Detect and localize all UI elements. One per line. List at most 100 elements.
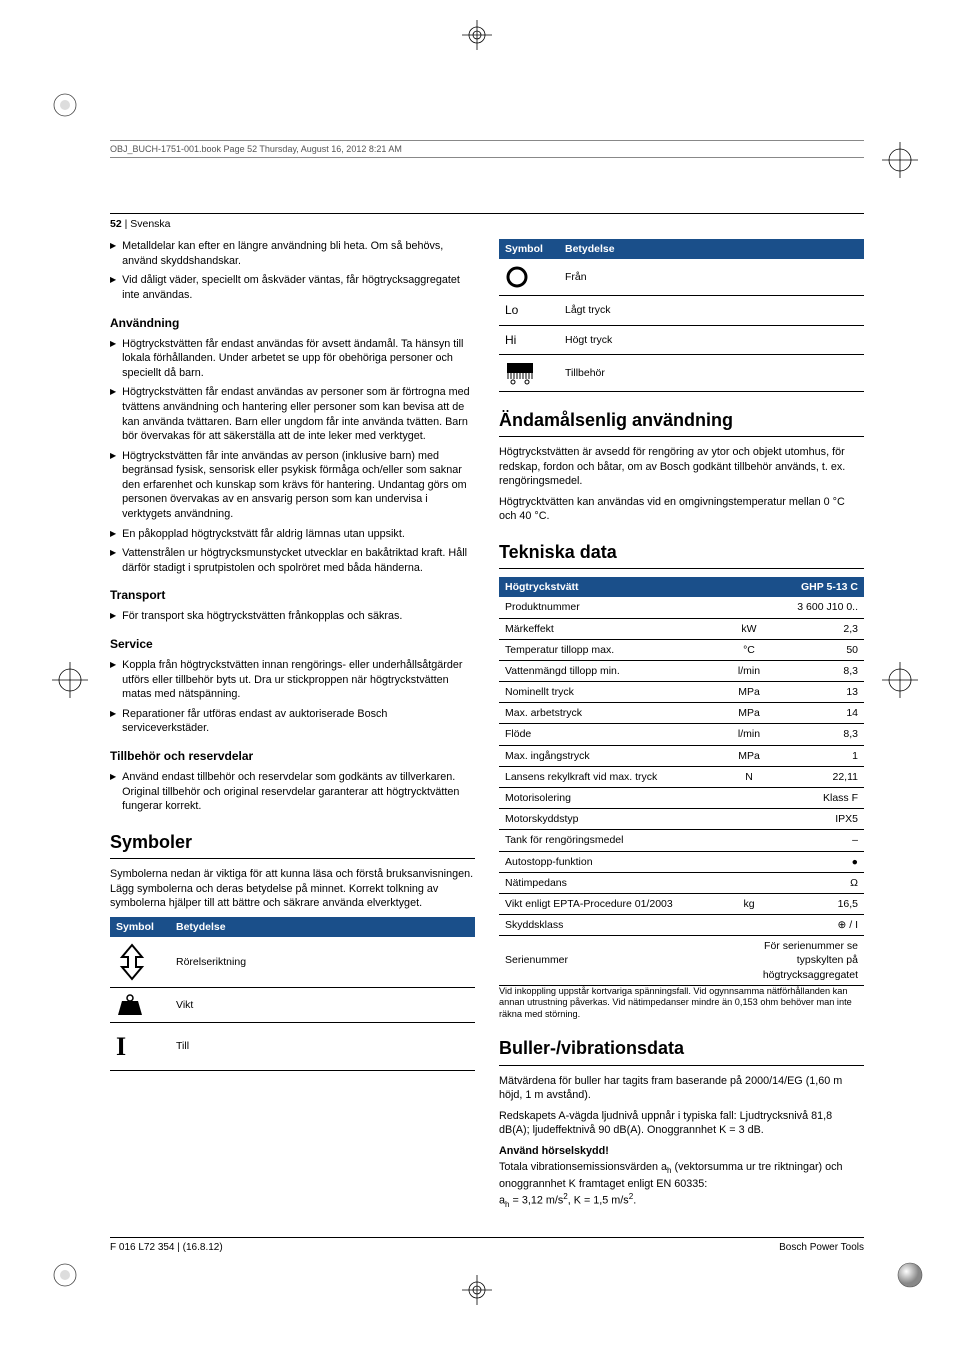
table-row: Nominellt tryckMPa13 xyxy=(499,682,864,703)
tech-value: Klass F xyxy=(774,787,864,808)
tech-key: Motorisolering xyxy=(499,787,724,808)
tech-key: Märkeffekt xyxy=(499,618,724,639)
list-item: Använd endast tillbehör och reservdelar … xyxy=(110,770,475,814)
symbol-icon-cell: Hi xyxy=(499,325,559,354)
tech-value: 8,3 xyxy=(774,724,864,745)
list-item: Koppla från högtryckstvätten innan rengö… xyxy=(110,658,475,702)
tech-value: Ω xyxy=(774,872,864,893)
bullet-list: För transport ska högtryckstvätten frånk… xyxy=(110,609,475,624)
noise-p2: Redskapets A-vägda ljudnivå uppnår i typ… xyxy=(499,1109,864,1138)
th-symbol: Symbol xyxy=(110,917,170,937)
table-row: ITill xyxy=(110,1022,475,1070)
tech-key: Lansens rekylkraft vid max. tryck xyxy=(499,766,724,787)
tech-value: 13 xyxy=(774,682,864,703)
table-row: Produktnummer3 600 J10 0.. xyxy=(499,597,864,618)
tech-value: 22,11 xyxy=(774,766,864,787)
tech-unit: MPa xyxy=(724,703,774,724)
page-footer: F 016 L72 354 | (16.8.12) Bosch Power To… xyxy=(110,1237,864,1255)
body-paragraph: Högtrycktvätten kan användas vid en omgi… xyxy=(499,495,864,524)
right-column: Symbol Betydelse FrånLoLågt tryckHiHögt … xyxy=(499,239,864,1216)
table-row: Lansens rekylkraft vid max. tryckN22,11 xyxy=(499,766,864,787)
tech-unit xyxy=(724,597,774,618)
table-row: Från xyxy=(499,259,864,296)
table-row: HiHögt tryck xyxy=(499,325,864,354)
symbol-icon-cell: Lo xyxy=(499,296,559,325)
tech-value: För serienummer se typskylten på högtryc… xyxy=(724,936,864,986)
page-number: 52 xyxy=(110,218,122,230)
tech-key: Tank för rengöringsmedel xyxy=(499,830,724,851)
table-row: Motorisolering Klass F xyxy=(499,787,864,808)
tech-key: Temperatur tillopp max. xyxy=(499,639,724,660)
tech-value: ⊕ / I xyxy=(774,915,864,936)
heading-noise: Buller-/vibrationsdata xyxy=(499,1036,864,1065)
section-heading: Transport xyxy=(110,587,475,603)
heading-purpose: Ändamålsenlig användning xyxy=(499,408,864,437)
tech-key: Autostopp-funktion xyxy=(499,851,724,872)
list-item: Högtryckstvätten får endast användas för… xyxy=(110,337,475,381)
table-row: SerienummerFör serienummer se typskylten… xyxy=(499,936,864,986)
tech-key: Flöde xyxy=(499,724,724,745)
th-meaning: Betydelse xyxy=(559,239,864,259)
th-symbol: Symbol xyxy=(499,239,559,259)
table-row: Autostopp-funktion ● xyxy=(499,851,864,872)
tech-unit xyxy=(724,915,774,936)
list-item: En påkopplad högtryckstvätt får aldrig l… xyxy=(110,527,475,542)
th-tech-model: GHP 5-13 C xyxy=(774,577,864,597)
tech-unit: °C xyxy=(724,639,774,660)
list-item: Vid dåligt väder, speciellt om åskväder … xyxy=(110,273,475,302)
list-item: Högtryckstvätten får endast användas av … xyxy=(110,385,475,443)
table-row: Nätimpedans Ω xyxy=(499,872,864,893)
tech-value: 14 xyxy=(774,703,864,724)
tech-value: 50 xyxy=(774,639,864,660)
tech-value: – xyxy=(774,830,864,851)
body-paragraph: Högtryckstvätten är avsedd för rengöring… xyxy=(499,445,864,489)
tech-key: Max. ingångstryck xyxy=(499,745,724,766)
tech-unit: MPa xyxy=(724,682,774,703)
symbol-icon-cell xyxy=(110,937,170,988)
noise-warning: Använd hörselskydd! xyxy=(499,1144,864,1159)
list-item: Vattenstrålen ur högtrycksmunstycket utv… xyxy=(110,546,475,575)
tech-value: IPX5 xyxy=(774,809,864,830)
tech-key: Produktnummer xyxy=(499,597,724,618)
symbol-label: Rörelseriktning xyxy=(170,937,475,988)
table-row: Vikt xyxy=(110,987,475,1022)
tech-key: Vikt enligt EPTA-Procedure 01/2003 xyxy=(499,893,724,914)
symbol-label: Tillbehör xyxy=(559,354,864,391)
table-row: LoLågt tryck xyxy=(499,296,864,325)
tech-unit: MPa xyxy=(724,745,774,766)
list-item: Högtryckstvätten får inte användas av pe… xyxy=(110,449,475,522)
table-row: Rörelseriktning xyxy=(110,937,475,988)
left-column: Metalldelar kan efter en längre användni… xyxy=(110,239,475,1216)
bullet-list: Koppla från högtryckstvätten innan rengö… xyxy=(110,658,475,736)
section-heading: Användning xyxy=(110,315,475,331)
symbol-icon-cell xyxy=(499,354,559,391)
table-row: Tank för rengöringsmedel – xyxy=(499,830,864,851)
table-row: Max. ingångstryckMPa1 xyxy=(499,745,864,766)
symbol-label: Från xyxy=(559,259,864,296)
table-row: Tillbehör xyxy=(499,354,864,391)
tech-unit: l/min xyxy=(724,660,774,681)
tech-key: Motorskyddstyp xyxy=(499,809,724,830)
symbol-icon-cell: I xyxy=(110,1022,170,1070)
tech-key: Max. arbetstryck xyxy=(499,703,724,724)
tech-key: Skyddsklass xyxy=(499,915,724,936)
th-tech-name: Högtryckstvätt xyxy=(499,577,774,597)
symbol-label: Lågt tryck xyxy=(559,296,864,325)
heading-tech: Tekniska data xyxy=(499,540,864,569)
symbol-table-left: Symbol Betydelse RörelseriktningViktITil… xyxy=(110,917,475,1071)
tech-value: ● xyxy=(774,851,864,872)
tech-footnote: Vid inkoppling uppstår kortvariga spänni… xyxy=(499,986,864,1021)
tech-value: 8,3 xyxy=(774,660,864,681)
tech-key: Nätimpedans xyxy=(499,872,724,893)
tech-value: 1 xyxy=(774,745,864,766)
bullet-list: Använd endast tillbehör och reservdelar … xyxy=(110,770,475,814)
footer-right: Bosch Power Tools xyxy=(779,1241,864,1255)
symbol-label: Vikt xyxy=(170,987,475,1022)
list-item: Metalldelar kan efter en längre användni… xyxy=(110,239,475,268)
tech-unit: kg xyxy=(724,893,774,914)
tech-unit: kW xyxy=(724,618,774,639)
section-heading: Tillbehör och reservdelar xyxy=(110,748,475,764)
noise-p3: Totala vibrationsemissionsvärden ah (vek… xyxy=(499,1160,864,1210)
list-item: För transport ska högtryckstvätten frånk… xyxy=(110,609,475,624)
tech-key: Vattenmängd tillopp min. xyxy=(499,660,724,681)
